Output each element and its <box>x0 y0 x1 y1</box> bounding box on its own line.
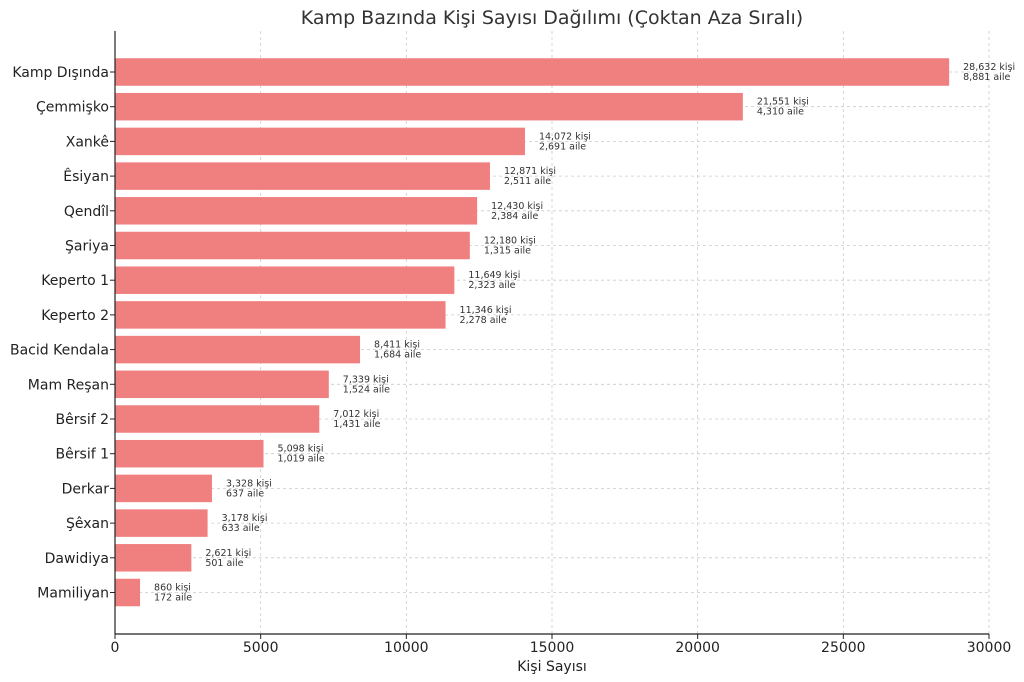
bar <box>115 197 478 225</box>
data-label-persons: 11,346 kişi <box>460 305 512 316</box>
category-label: Dawidiya <box>45 551 109 567</box>
data-label-persons: 3,328 kişi <box>226 478 272 489</box>
data-label-persons: 860 kişi <box>154 583 191 594</box>
data-label-families: 1,431 aile <box>333 419 380 430</box>
bar <box>115 578 141 607</box>
bar <box>115 474 212 503</box>
data-label-persons: 12,430 kişi <box>491 201 543 212</box>
data-label-families: 633 aile <box>222 523 260 534</box>
category-label: Mamiliyan <box>37 586 109 602</box>
x-tick-label: 25000 <box>821 640 866 656</box>
category-label: Keperto 2 <box>41 308 109 324</box>
bar <box>115 231 470 260</box>
x-tick-label: 20000 <box>675 640 720 656</box>
data-label-persons: 7,012 kişi <box>333 409 379 420</box>
data-label-persons: 11,649 kişi <box>468 270 520 281</box>
chart-title: Kamp Bazında Kişi Sayısı Dağılımı (Çokta… <box>301 7 803 29</box>
data-label-persons: 5,098 kişi <box>278 444 324 455</box>
category-label: Şêxan <box>66 516 109 532</box>
data-label-persons: 3,178 kişi <box>222 513 268 524</box>
bar <box>115 335 361 364</box>
x-tick-label: 15000 <box>530 640 575 656</box>
bar <box>115 266 455 294</box>
category-label: Bêrsif 1 <box>56 447 109 463</box>
data-label-persons: 21,551 kişi <box>757 97 809 108</box>
bar <box>115 58 950 86</box>
category-label: Xankê <box>66 134 109 150</box>
bars <box>115 58 950 607</box>
category-labels: Kamp Dışında Çemmişko Xankê Êsiyan Qendîl Şar… <box>10 65 109 602</box>
axes <box>110 31 990 639</box>
data-label-persons: 12,180 kişi <box>484 236 536 247</box>
data-label-persons: 7,339 kişi <box>343 374 389 385</box>
category-label: Bêrsif 2 <box>56 412 109 428</box>
data-label-families: 2,323 aile <box>468 280 515 291</box>
bar <box>115 544 192 572</box>
data-label-families: 1,524 aile <box>343 384 390 395</box>
data-label-families: 1,684 aile <box>374 350 421 361</box>
x-tick-label: 10000 <box>384 640 429 656</box>
data-label-persons: 28,632 kişi <box>963 62 1015 73</box>
x-tick-label: 30000 <box>967 640 1012 656</box>
x-tick-label: 0 <box>111 640 120 656</box>
category-label: Çemmişko <box>36 100 109 116</box>
x-tick-labels: 0 5000 10000 15000 20000 25000 30000 <box>111 640 1012 656</box>
category-label: Kamp Dışında <box>12 65 109 81</box>
bar <box>115 162 490 190</box>
data-label-families: 2,278 aile <box>460 315 507 326</box>
data-label-families: 2,691 aile <box>539 141 586 152</box>
bar <box>115 301 446 329</box>
category-label: Mam Reşan <box>28 377 109 393</box>
bar <box>115 92 743 121</box>
category-label: Keperto 1 <box>41 273 109 289</box>
data-label-families: 1,315 aile <box>484 246 531 257</box>
data-label-families: 1,019 aile <box>278 454 325 465</box>
category-label: Derkar <box>62 481 110 497</box>
x-tick-label: 5000 <box>243 640 279 656</box>
x-axis-label: Kişi Sayısı <box>517 659 587 675</box>
data-label-families: 637 aile <box>226 488 264 499</box>
category-label: Qendîl <box>64 204 109 220</box>
data-label-persons: 8,411 kişi <box>374 340 420 351</box>
data-label-persons: 14,072 kişi <box>539 131 591 142</box>
bar <box>115 439 264 468</box>
bar <box>115 509 208 537</box>
data-label-persons: 2,621 kişi <box>205 548 251 559</box>
category-label: Êsiyan <box>63 167 109 185</box>
data-label-persons: 12,871 kişi <box>504 166 556 177</box>
category-label: Bacid Kendala <box>10 343 109 359</box>
grid <box>114 31 990 634</box>
bar <box>115 127 525 156</box>
data-label-families: 2,511 aile <box>504 176 551 187</box>
data-label-families: 501 aile <box>205 558 243 569</box>
data-label-families: 2,384 aile <box>491 211 538 222</box>
data-label-families: 8,881 aile <box>963 72 1010 83</box>
data-label-families: 4,310 aile <box>757 107 804 118</box>
bar <box>115 370 329 399</box>
data-label-families: 172 aile <box>154 593 192 604</box>
bar <box>115 405 320 433</box>
category-label: Şariya <box>65 239 109 255</box>
